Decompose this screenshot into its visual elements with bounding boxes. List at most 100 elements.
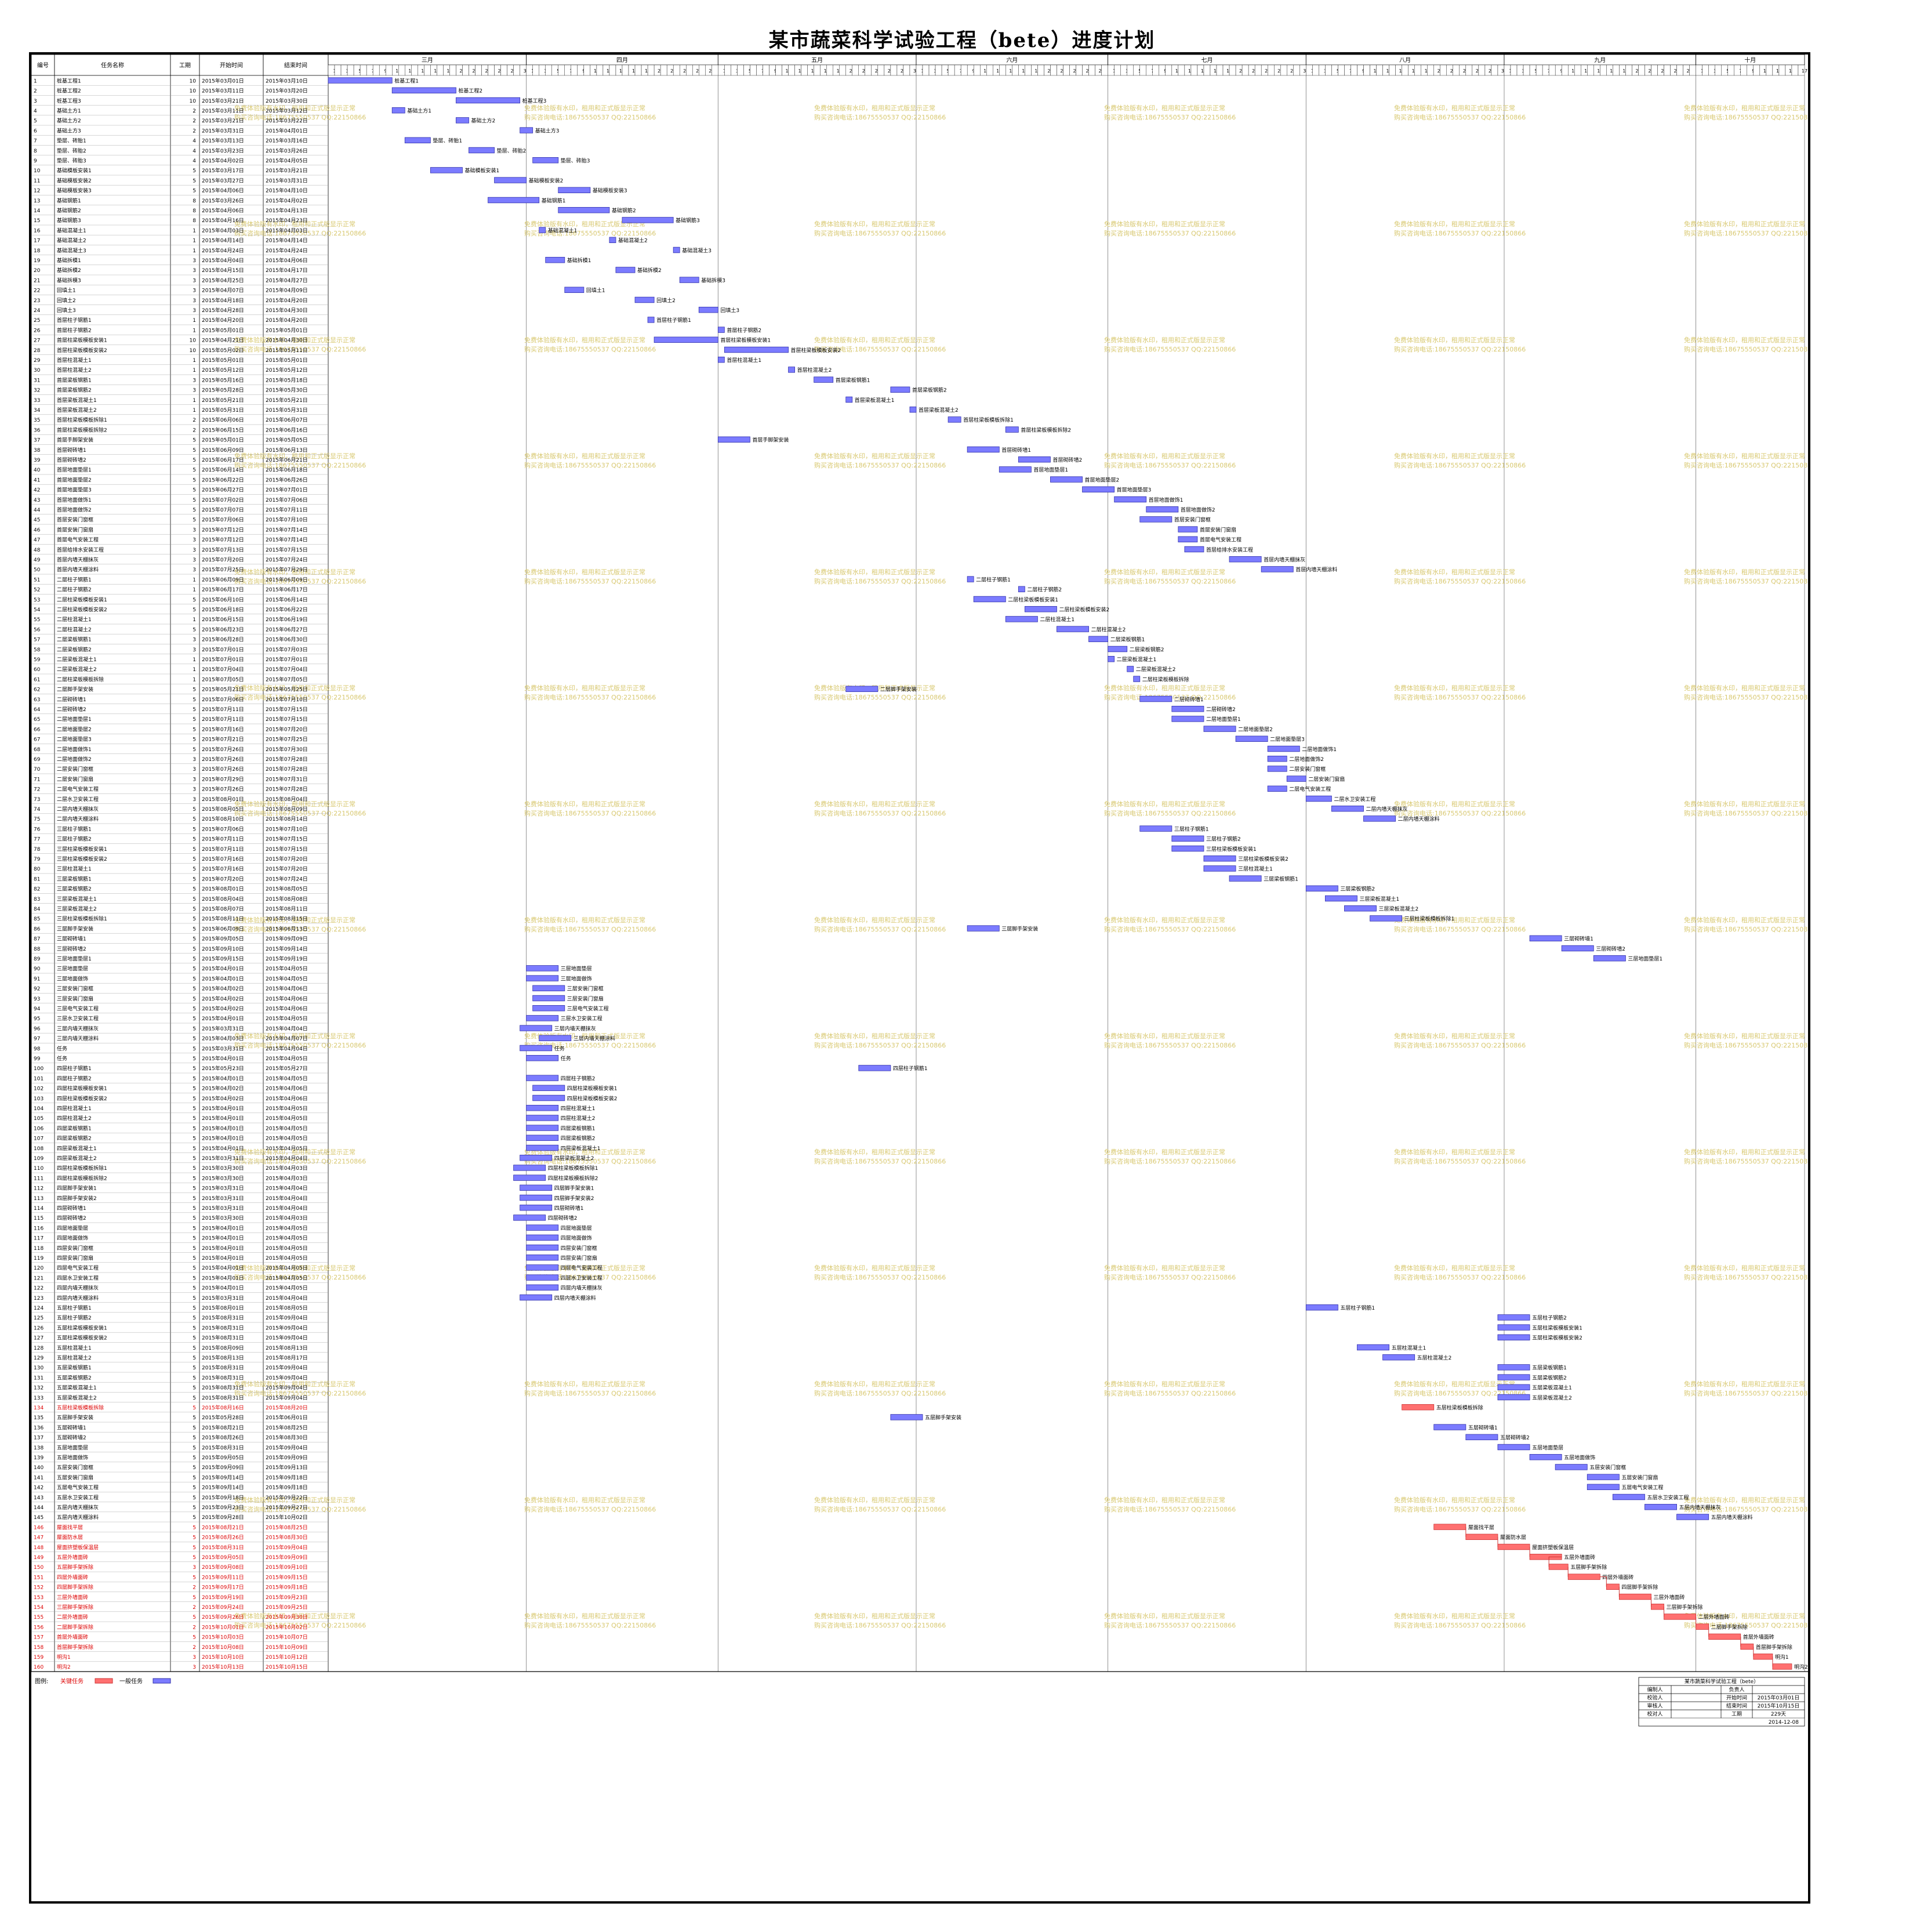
task-bar[interactable] <box>1133 676 1141 682</box>
task-bar[interactable] <box>1497 1334 1530 1341</box>
task-bar[interactable] <box>967 446 1000 453</box>
task-bar[interactable] <box>1267 785 1287 792</box>
task-bar[interactable] <box>520 127 533 133</box>
task-bar[interactable] <box>1229 556 1262 563</box>
task-bar[interactable] <box>520 1154 553 1161</box>
task-bar[interactable] <box>526 1115 559 1121</box>
task-bar[interactable] <box>1203 726 1236 732</box>
task-bar[interactable] <box>1171 835 1204 842</box>
task-bar[interactable] <box>1024 606 1057 612</box>
task-bar[interactable] <box>948 416 961 423</box>
task-bar[interactable] <box>1050 476 1083 483</box>
task-bar[interactable] <box>609 237 616 244</box>
task-bar[interactable] <box>526 1224 559 1231</box>
critical-task-bar[interactable] <box>1433 1524 1466 1530</box>
task-bar[interactable] <box>1267 766 1287 772</box>
task-bar[interactable] <box>526 1125 559 1131</box>
task-bar[interactable] <box>698 306 718 313</box>
task-bar[interactable] <box>890 386 910 393</box>
task-bar[interactable] <box>1146 506 1179 513</box>
task-bar[interactable] <box>328 77 393 84</box>
task-bar[interactable] <box>526 1144 559 1151</box>
task-bar[interactable] <box>1082 486 1115 493</box>
task-bar[interactable] <box>1561 945 1594 952</box>
task-bar[interactable] <box>1305 795 1332 802</box>
task-bar[interactable] <box>1587 1474 1620 1480</box>
task-bar[interactable] <box>1178 526 1198 532</box>
task-bar[interactable] <box>1171 845 1204 852</box>
task-bar[interactable] <box>622 217 674 223</box>
task-bar[interactable] <box>532 995 565 1002</box>
task-bar[interactable] <box>1203 865 1236 872</box>
task-bar[interactable] <box>564 287 585 293</box>
task-bar[interactable] <box>1305 1304 1338 1311</box>
task-bar[interactable] <box>1676 1514 1709 1520</box>
task-bar[interactable] <box>526 1274 559 1281</box>
task-bar[interactable] <box>1203 855 1236 862</box>
task-bar[interactable] <box>1497 1314 1530 1321</box>
critical-task-bar[interactable] <box>1696 1623 1709 1630</box>
task-bar[interactable] <box>558 187 591 194</box>
task-bar[interactable] <box>1305 885 1338 892</box>
task-bar[interactable] <box>1324 895 1357 902</box>
task-bar[interactable] <box>520 1204 553 1211</box>
task-bar[interactable] <box>654 336 718 343</box>
task-bar[interactable] <box>845 396 853 403</box>
task-bar[interactable] <box>1139 825 1172 832</box>
critical-task-bar[interactable] <box>1753 1653 1773 1660</box>
task-bar[interactable] <box>532 985 565 992</box>
task-bar[interactable] <box>520 1025 553 1031</box>
task-bar[interactable] <box>967 925 1000 931</box>
task-bar[interactable] <box>1229 875 1262 882</box>
task-bar[interactable] <box>391 107 405 114</box>
task-bar[interactable] <box>1005 616 1038 622</box>
task-bar[interactable] <box>1363 815 1396 822</box>
task-bar[interactable] <box>1267 755 1287 762</box>
task-bar[interactable] <box>1433 1424 1466 1430</box>
critical-task-bar[interactable] <box>1497 1543 1530 1550</box>
critical-task-bar[interactable] <box>1772 1663 1792 1670</box>
task-bar[interactable] <box>1357 1344 1389 1351</box>
task-bar[interactable] <box>673 247 680 253</box>
task-bar[interactable] <box>1139 695 1172 702</box>
task-bar[interactable] <box>532 1005 565 1012</box>
task-bar[interactable] <box>526 1054 559 1061</box>
task-bar[interactable] <box>526 965 559 972</box>
task-bar[interactable] <box>539 1035 572 1042</box>
task-bar[interactable] <box>1261 566 1294 572</box>
task-bar[interactable] <box>717 436 750 443</box>
task-bar[interactable] <box>532 157 559 164</box>
task-bar[interactable] <box>526 1254 559 1261</box>
task-bar[interactable] <box>973 596 1006 603</box>
critical-task-bar[interactable] <box>1465 1534 1498 1540</box>
task-bar[interactable] <box>1587 1484 1620 1491</box>
task-bar[interactable] <box>526 1075 559 1081</box>
critical-task-bar[interactable] <box>1740 1643 1754 1650</box>
task-bar[interactable] <box>526 1104 559 1111</box>
task-bar[interactable] <box>391 87 456 94</box>
task-bar[interactable] <box>717 356 725 363</box>
task-bar[interactable] <box>967 576 974 582</box>
task-bar[interactable] <box>520 1294 553 1301</box>
task-bar[interactable] <box>724 346 789 353</box>
task-bar[interactable] <box>1184 546 1204 553</box>
task-bar[interactable] <box>1593 955 1626 962</box>
task-bar[interactable] <box>545 256 565 263</box>
task-bar[interactable] <box>526 1015 559 1021</box>
task-bar[interactable] <box>526 1264 559 1271</box>
task-bar[interactable] <box>1018 456 1051 463</box>
task-bar[interactable] <box>526 1234 559 1241</box>
task-bar[interactable] <box>1497 1364 1530 1371</box>
task-bar[interactable] <box>1108 655 1115 662</box>
task-bar[interactable] <box>1344 905 1377 912</box>
task-bar[interactable] <box>999 466 1032 473</box>
task-bar[interactable] <box>513 1215 546 1221</box>
task-bar[interactable] <box>1139 516 1172 523</box>
critical-task-bar[interactable] <box>1567 1574 1600 1580</box>
task-bar[interactable] <box>532 1085 565 1092</box>
task-bar[interactable] <box>526 1284 559 1291</box>
task-bar[interactable] <box>845 686 878 693</box>
task-bar[interactable] <box>1127 666 1134 672</box>
task-bar[interactable] <box>456 117 469 124</box>
task-bar[interactable] <box>615 267 636 273</box>
